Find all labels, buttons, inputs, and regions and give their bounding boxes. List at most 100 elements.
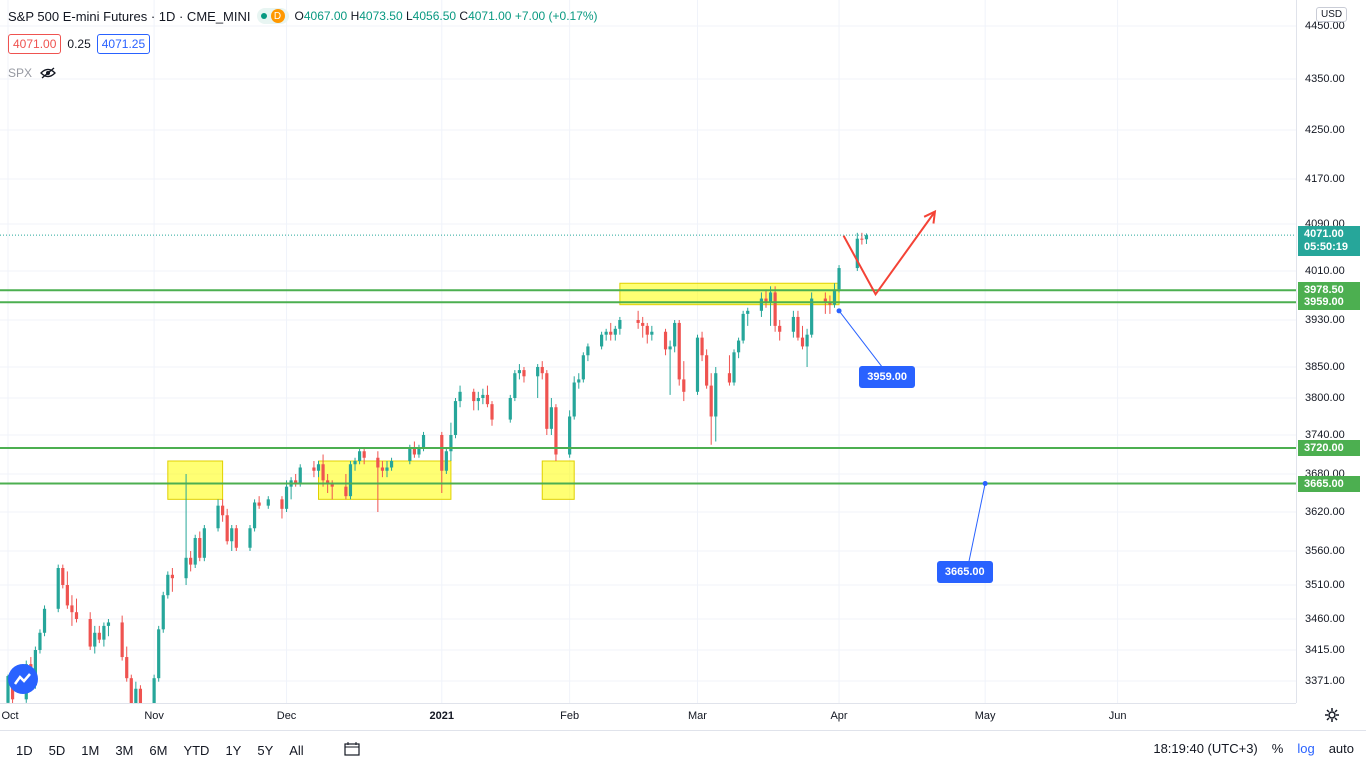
price-tick-label: 3371.00 (1305, 675, 1345, 687)
level-price-tag: 3665.00 (1298, 475, 1360, 492)
price-tick-label: 4450.00 (1305, 20, 1345, 32)
market-status-pill[interactable]: D (256, 8, 289, 24)
price-tick-label: 4170.00 (1305, 173, 1345, 185)
candle-body (536, 367, 540, 377)
high-label: H (350, 9, 360, 23)
candle-body (732, 352, 736, 383)
candle-body (298, 467, 302, 484)
candle-body (389, 461, 394, 468)
price-tick-label: 3510.00 (1305, 579, 1345, 591)
candle-body (554, 407, 558, 455)
timeframe-button[interactable]: All (289, 742, 304, 758)
clock-display[interactable]: 18:19:40 (UTC+3) (1153, 741, 1258, 756)
candle-body (764, 298, 768, 302)
chart-area[interactable] (0, 0, 1296, 703)
sell-price-button[interactable]: 4071.00 (8, 34, 62, 54)
timeframe-button[interactable]: YTD (183, 742, 210, 758)
support-zone (167, 460, 224, 500)
candle-body (709, 385, 713, 417)
candle-body (138, 688, 143, 703)
candle-body (344, 486, 348, 497)
candle-body (636, 320, 640, 323)
price-tick-label: 3415.00 (1305, 644, 1345, 656)
candle-body (193, 538, 197, 565)
overlay-symbol[interactable]: SPX (8, 66, 33, 80)
price-callout-label[interactable]: 3959.00 (859, 366, 916, 389)
level-price-tag: 3720.00 (1298, 440, 1360, 456)
date-range-icon[interactable] (344, 741, 360, 759)
candle-body (421, 435, 426, 448)
buy-price-button[interactable]: 4071.25 (96, 34, 151, 54)
log-toggle[interactable]: log (1297, 741, 1315, 756)
candle-body (609, 331, 613, 335)
time-axis[interactable]: Oct Nov Dec 2021 Feb Mar Apr May Jun (0, 703, 1296, 730)
candle-body (170, 574, 174, 579)
tradingview-logo-icon[interactable] (8, 664, 38, 694)
candle-body (106, 622, 111, 626)
candle-body (727, 373, 732, 383)
candle-body (746, 310, 750, 314)
candle-body (513, 373, 517, 398)
delayed-badge: D (270, 9, 285, 23)
timeframe-button[interactable]: 1D (16, 742, 33, 758)
bid-ask-row: 4071.00 0.25 4071.25 (8, 34, 151, 54)
price-tick-label: 4010.00 (1305, 265, 1345, 277)
candle-body (663, 331, 668, 350)
candle-body (152, 678, 156, 703)
settings-gear-icon[interactable] (1324, 707, 1340, 723)
candle-body (545, 373, 549, 429)
candle-body (216, 505, 220, 529)
percent-toggle[interactable]: % (1271, 741, 1284, 756)
candle-body (577, 379, 581, 383)
symbol-title[interactable]: S&P 500 E-mini Futures · 1D · CME_MINI (8, 8, 251, 24)
candle-body (568, 416, 572, 455)
time-tick-label: Apr (830, 710, 848, 722)
callout-anchor (836, 308, 842, 314)
candle-body (202, 528, 206, 558)
timeframe-button[interactable]: 5D (48, 742, 66, 758)
price-axis[interactable]: 4450.00 4350.00 4250.00 4170.00 4090.00 4010.… (1296, 0, 1366, 703)
candle-body (93, 632, 97, 647)
candle-body (330, 483, 334, 487)
candle-body (161, 595, 165, 630)
candle-body (705, 355, 709, 386)
currency-badge[interactable]: USD (1316, 7, 1348, 22)
candle-body (252, 502, 257, 529)
timeframe-button[interactable]: 1Y (225, 742, 242, 758)
candle-body (257, 502, 261, 506)
candle-body (266, 499, 270, 506)
time-tick-label: 2021 (429, 710, 455, 722)
timeframe-button[interactable]: 6M (149, 742, 168, 758)
candle-body (736, 340, 741, 353)
candle-body (604, 331, 608, 335)
candle-body (74, 612, 79, 619)
eye-hidden-icon[interactable] (40, 67, 56, 79)
price-callout-label[interactable]: 3665.00 (936, 561, 993, 584)
auto-toggle[interactable]: auto (1328, 741, 1354, 756)
candle-body (453, 401, 458, 435)
chart-canvas[interactable] (0, 0, 1296, 703)
callout-anchor (982, 481, 988, 486)
price-tick-label: 3460.00 (1305, 613, 1345, 625)
candle-body (796, 316, 800, 338)
timeframe-button[interactable]: 1M (81, 742, 100, 758)
candle-body (198, 538, 202, 558)
candle-body (860, 238, 864, 240)
time-tick-label: Mar (688, 710, 707, 722)
candle-body (673, 322, 677, 347)
timeframe-list: 1D 5D 1M 3M 6M YTD 1Y 5Y All (0, 743, 304, 758)
time-tick-label: Feb (560, 710, 580, 722)
candle-body (800, 337, 805, 347)
candle-body (650, 331, 654, 335)
candle-body (326, 480, 330, 484)
time-tick-label: Oct (1, 710, 19, 722)
candle-body (805, 334, 809, 347)
candle-body (472, 391, 476, 402)
candle-body (97, 632, 101, 640)
timeframe-button[interactable]: 3M (115, 742, 134, 758)
support-zone (619, 282, 840, 306)
timeframe-button[interactable]: 5Y (257, 742, 274, 758)
candle-body (600, 334, 604, 347)
candle-body (668, 346, 672, 350)
bar-countdown: 05:50:19 (1304, 241, 1349, 254)
